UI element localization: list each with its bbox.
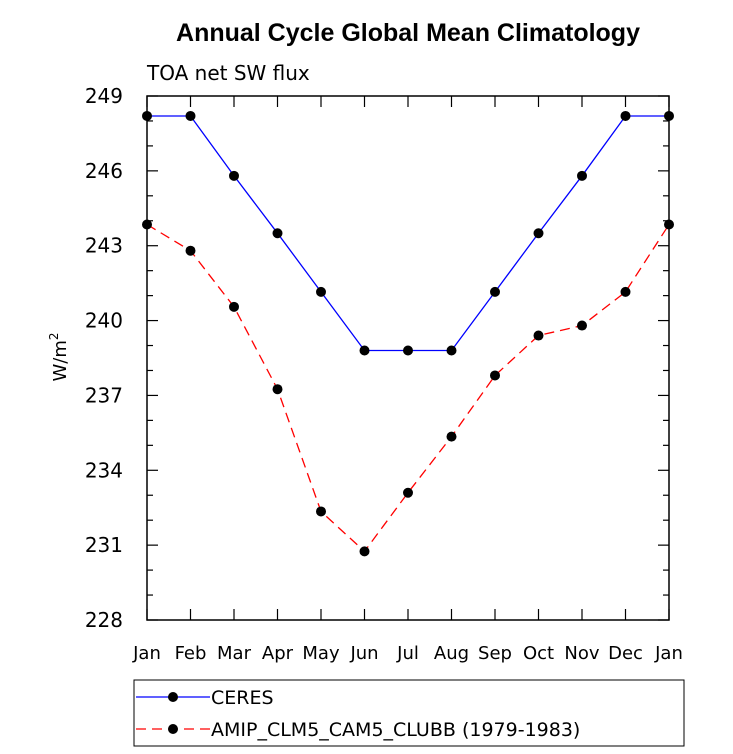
y-tick-label: 228 — [85, 608, 123, 632]
series-lines — [146, 115, 670, 553]
data-point-ceres — [185, 110, 196, 121]
data-point-amip — [185, 245, 196, 256]
legend-marker-amip — [168, 724, 178, 734]
series-points — [142, 110, 674, 557]
data-point-amip — [490, 370, 500, 381]
y-tick-label: 234 — [85, 458, 123, 482]
x-tick-label: Dec — [608, 643, 643, 664]
x-tick-label: Apr — [262, 643, 294, 664]
data-point-ceres — [490, 286, 500, 297]
chart-subtitle: TOA net SW flux — [146, 61, 310, 85]
data-point-ceres — [620, 110, 631, 121]
y-tick-label: 240 — [85, 309, 123, 333]
y-tick-label: 231 — [85, 533, 123, 557]
y-tick-label: 249 — [85, 84, 123, 108]
legend-frame — [133, 679, 685, 747]
x-tick-label: Oct — [523, 643, 554, 664]
data-point-ceres — [359, 345, 370, 356]
chart-title: Annual Cycle Global Mean Climatology — [176, 19, 640, 47]
x-tick-label: Jan — [132, 643, 161, 664]
x-tick-label: Jan — [654, 643, 683, 664]
x-tick-label: Aug — [434, 643, 469, 664]
data-point-amip — [403, 487, 413, 498]
legend-label-ceres: CERES — [211, 687, 274, 709]
data-point-amip — [577, 320, 587, 331]
y-axis-label: W/m2 — [47, 332, 71, 381]
data-point-ceres — [403, 345, 413, 356]
x-tick-label: Nov — [564, 643, 599, 664]
y-tick-label: 237 — [85, 383, 123, 407]
x-tick-label: Jun — [349, 643, 378, 664]
y-tick-label: 243 — [85, 234, 123, 258]
y-axis-label-text: W/m — [50, 340, 71, 381]
data-point-amip — [533, 330, 544, 341]
data-point-ceres — [316, 286, 326, 297]
x-tick-label: Sep — [478, 643, 512, 664]
legend-marker-ceres — [168, 692, 178, 702]
legend-label-amip: AMIP_CLM5_CAM5_CLUBB (1979-1983) — [211, 719, 580, 741]
y-tick-labels: 228 231 234 237 240 243 246 249 — [85, 84, 123, 632]
data-point-ceres — [272, 228, 283, 239]
data-point-amip — [316, 506, 326, 517]
series-line-ceres — [147, 115, 669, 352]
data-point-amip — [359, 546, 370, 557]
y-tick-label: 246 — [85, 159, 123, 183]
data-point-ceres — [533, 228, 544, 239]
plot-frame — [146, 95, 670, 621]
data-point-ceres — [446, 345, 457, 356]
y-axis-label-superscript: 2 — [47, 332, 61, 340]
data-point-ceres — [229, 170, 239, 181]
x-tick-label: May — [302, 643, 340, 664]
legend: CERES AMIP_CLM5_CAM5_CLUBB (1979-1983) — [133, 679, 685, 747]
data-point-amip — [272, 384, 283, 395]
data-point-amip — [620, 286, 631, 297]
series-line-amip — [146, 223, 670, 553]
x-tick-labels: Jan Feb Mar Apr May Jun Jul Aug Sep Oct Nov Dec Jan — [132, 643, 683, 664]
data-point-amip — [446, 431, 457, 442]
svg-text:W/m2: W/m2 — [47, 332, 71, 381]
x-tick-label: Feb — [175, 643, 207, 664]
x-tick-label: Mar — [217, 643, 252, 664]
data-point-ceres — [577, 170, 587, 181]
x-tick-label: Jul — [396, 643, 419, 664]
axis-ticks — [146, 95, 670, 621]
data-point-amip — [229, 301, 239, 312]
